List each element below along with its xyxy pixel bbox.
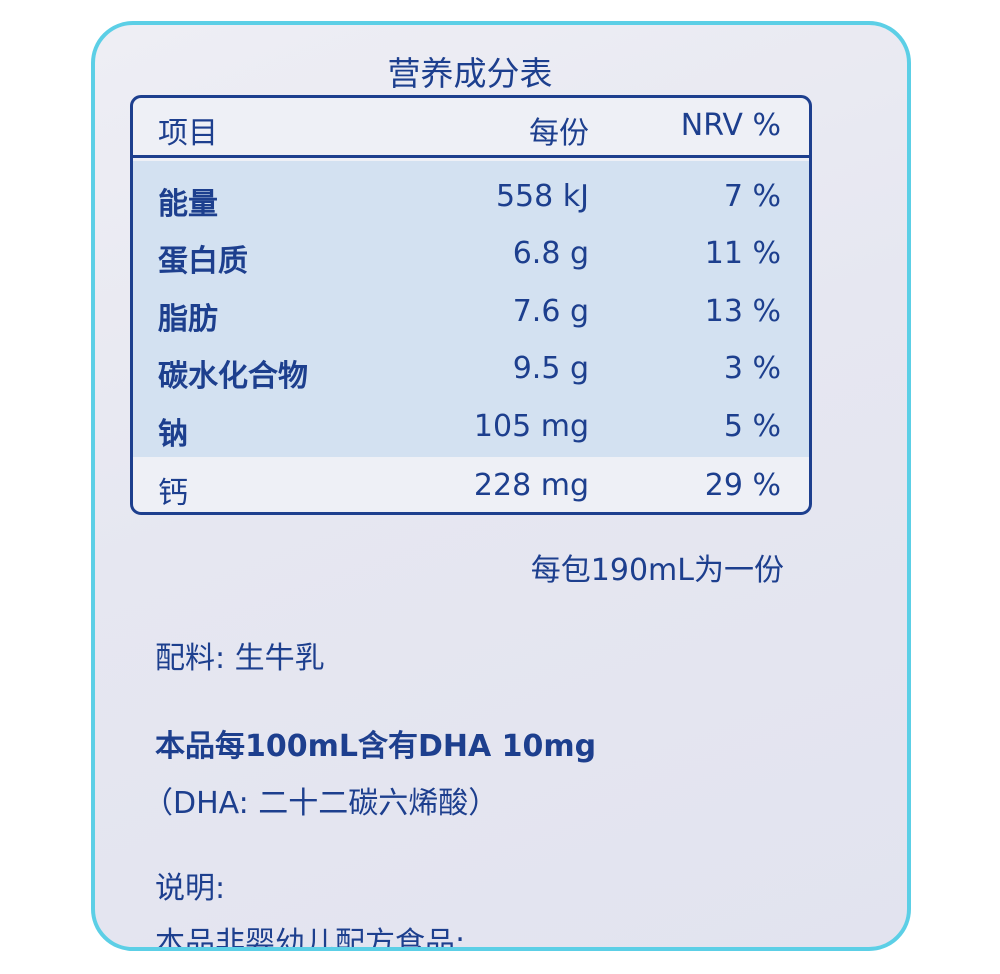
row-nrv: 11 % — [704, 236, 781, 271]
row-item: 脂肪 — [158, 302, 218, 337]
label-frame: 营养成分表 项目 每份 NRV % 能量 558 kJ 7 % 蛋白质 6.8 … — [91, 21, 911, 951]
table-row: 钠 105 mg 5 % — [133, 399, 809, 456]
nutrition-table: 项目 每份 NRV % 能量 558 kJ 7 % 蛋白质 6.8 g 11 %… — [130, 95, 812, 515]
row-item: 碳水化合物 — [158, 359, 308, 394]
notes-label: 说明: — [155, 871, 226, 906]
row-item: 蛋白质 — [158, 244, 248, 279]
label-title: 营养成分表 — [387, 54, 553, 93]
serving-note: 每包190mL为一份 — [530, 553, 784, 588]
row-value: 9.5 g — [512, 351, 589, 386]
row-value: 7.6 g — [512, 294, 589, 329]
header-item: 项目 — [158, 116, 218, 151]
notes-line: 本品非婴幼儿配方食品: — [155, 926, 466, 951]
row-nrv: 29 % — [704, 468, 781, 503]
dha-claim: 本品每100mL含有DHA 10mg — [155, 729, 597, 764]
ingredients: 配料: 生牛乳 — [155, 641, 325, 676]
row-nrv: 5 % — [723, 409, 781, 444]
row-value: 6.8 g — [512, 236, 589, 271]
header-nrv: NRV % — [680, 108, 781, 143]
highlight-band — [133, 161, 809, 457]
table-header: 项目 每份 NRV % — [133, 98, 809, 158]
row-nrv: 7 % — [723, 179, 781, 214]
row-item: 钠 — [158, 417, 188, 452]
row-value: 105 mg — [473, 409, 589, 444]
row-value: 558 kJ — [495, 179, 589, 214]
header-per-serving: 每份 — [529, 116, 589, 151]
row-value: 228 mg — [473, 468, 589, 503]
row-item: 钙 — [158, 476, 188, 511]
table-row: 脂肪 7.6 g 13 % — [133, 284, 809, 341]
row-item: 能量 — [158, 187, 218, 222]
dha-note: （DHA: 二十二碳六烯酸） — [143, 786, 499, 821]
table-row: 能量 558 kJ 7 % — [133, 169, 809, 226]
table-row: 蛋白质 6.8 g 11 % — [133, 226, 809, 283]
row-nrv: 3 % — [723, 351, 781, 386]
row-nrv: 13 % — [704, 294, 781, 329]
table-row: 碳水化合物 9.5 g 3 % — [133, 341, 809, 398]
table-row: 钙 228 mg 29 % — [133, 458, 809, 512]
